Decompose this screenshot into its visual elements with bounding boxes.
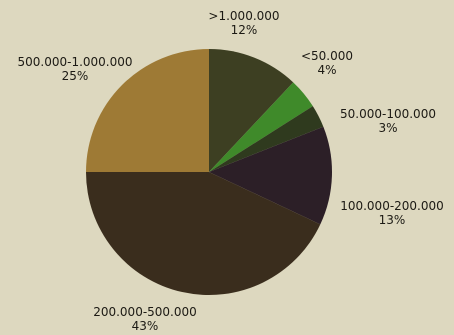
- pie-slice: [209, 106, 324, 172]
- slice-percent-label: 12%: [231, 23, 258, 37]
- slice-label: <50.000: [301, 49, 353, 63]
- slice-percent-label: 25%: [62, 69, 89, 83]
- slice-label: 100.000-200.000: [340, 199, 444, 213]
- slice-label: >1.000.000: [208, 9, 279, 23]
- pie-slice: [86, 49, 209, 172]
- slice-label: 200.000-500.000: [93, 305, 197, 319]
- pie-slice: [209, 49, 294, 172]
- pie-slice: [209, 82, 313, 172]
- slice-percent-label: 4%: [317, 63, 336, 77]
- slice-label: 500.000-1.000.000: [17, 55, 132, 69]
- slice-label: 50.000-100.000: [340, 107, 436, 121]
- slice-percent-label: 13%: [379, 213, 406, 227]
- slice-percent-label: 3%: [378, 121, 397, 135]
- slice-percent-label: 43%: [132, 319, 159, 333]
- pie-slice: [86, 172, 321, 295]
- pie-slice: [209, 126, 332, 225]
